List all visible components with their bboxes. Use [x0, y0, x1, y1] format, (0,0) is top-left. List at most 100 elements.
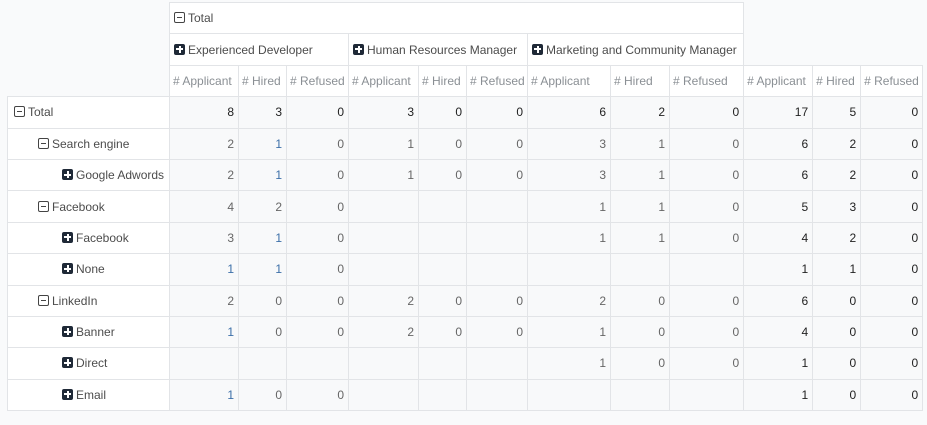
- value-cell[interactable]: 0: [418, 96, 467, 129]
- measure-header[interactable]: # Hired: [610, 64, 670, 98]
- value-cell[interactable]: [418, 190, 467, 223]
- value-cell[interactable]: 0: [668, 347, 745, 380]
- value-cell[interactable]: 2: [169, 284, 239, 317]
- measure-header[interactable]: # Applicant: [348, 64, 419, 98]
- row-header[interactable]: Facebook: [7, 221, 170, 255]
- value-cell[interactable]: [418, 221, 467, 255]
- value-cell[interactable]: [348, 347, 419, 380]
- value-cell[interactable]: [466, 347, 528, 380]
- row-header[interactable]: Google Adwords: [7, 158, 170, 192]
- value-cell[interactable]: 1: [348, 158, 419, 192]
- value-cell[interactable]: 0: [466, 127, 528, 160]
- value-cell[interactable]: 0: [418, 127, 467, 160]
- value-cell[interactable]: [527, 378, 611, 412]
- value-cell[interactable]: 2: [812, 127, 862, 160]
- value-cell[interactable]: [348, 221, 419, 255]
- row-header[interactable]: Total: [7, 96, 170, 129]
- measure-header[interactable]: # Refused: [466, 64, 528, 98]
- value-cell[interactable]: 0: [418, 158, 467, 192]
- value-cell[interactable]: 0: [610, 315, 670, 349]
- value-cell[interactable]: 1: [348, 127, 419, 160]
- value-cell[interactable]: 6: [527, 96, 611, 129]
- value-cell[interactable]: 8: [169, 96, 239, 129]
- value-cell[interactable]: [466, 253, 528, 286]
- value-cell[interactable]: 1: [238, 127, 287, 160]
- value-cell[interactable]: 2: [812, 221, 862, 255]
- value-cell[interactable]: 1: [743, 253, 814, 286]
- row-header[interactable]: LinkedIn: [7, 284, 170, 317]
- value-cell[interactable]: 4: [743, 315, 814, 349]
- value-cell[interactable]: 5: [812, 96, 862, 129]
- column-header-total[interactable]: Total: [168, 1, 745, 35]
- value-cell[interactable]: 2: [348, 315, 419, 349]
- value-cell[interactable]: 2: [238, 190, 287, 223]
- value-cell[interactable]: [610, 253, 670, 286]
- value-cell[interactable]: 0: [668, 315, 745, 349]
- value-cell[interactable]: 0: [668, 221, 745, 255]
- value-cell[interactable]: 0: [238, 315, 287, 349]
- value-cell[interactable]: 0: [286, 96, 349, 129]
- value-cell[interactable]: 0: [812, 284, 862, 317]
- value-cell[interactable]: 0: [610, 284, 670, 317]
- row-header[interactable]: Facebook: [7, 190, 170, 223]
- value-cell[interactable]: 0: [812, 347, 862, 380]
- value-cell[interactable]: 0: [860, 315, 924, 349]
- value-cell[interactable]: 0: [466, 96, 528, 129]
- value-cell[interactable]: 0: [286, 221, 349, 255]
- value-cell[interactable]: 0: [286, 158, 349, 192]
- value-cell[interactable]: 2: [169, 158, 239, 192]
- value-cell[interactable]: 5: [743, 190, 814, 223]
- value-cell[interactable]: 2: [348, 284, 419, 317]
- measure-header[interactable]: # Applicant: [743, 64, 814, 98]
- value-cell[interactable]: 0: [860, 96, 924, 129]
- row-header[interactable]: Email: [7, 378, 170, 412]
- measure-header[interactable]: # Applicant: [527, 64, 611, 98]
- value-cell[interactable]: 0: [860, 127, 924, 160]
- row-header[interactable]: Banner: [7, 315, 170, 349]
- row-header[interactable]: Search engine: [7, 127, 170, 160]
- value-cell[interactable]: 0: [238, 378, 287, 412]
- value-cell[interactable]: 0: [286, 253, 349, 286]
- value-cell[interactable]: 3: [527, 127, 611, 160]
- value-cell[interactable]: [348, 378, 419, 412]
- value-cell[interactable]: 0: [418, 315, 467, 349]
- value-cell[interactable]: 0: [860, 221, 924, 255]
- value-cell[interactable]: 1: [238, 253, 287, 286]
- value-cell[interactable]: 6: [743, 158, 814, 192]
- value-cell[interactable]: 2: [527, 284, 611, 317]
- measure-header[interactable]: # Applicant: [169, 64, 239, 98]
- measure-header[interactable]: # Hired: [812, 64, 862, 98]
- value-cell[interactable]: 0: [418, 284, 467, 317]
- row-header[interactable]: None: [7, 253, 170, 286]
- value-cell[interactable]: 3: [238, 96, 287, 129]
- value-cell[interactable]: 17: [743, 96, 814, 129]
- measure-header[interactable]: # Hired: [238, 64, 287, 98]
- value-cell[interactable]: [286, 347, 349, 380]
- value-cell[interactable]: 0: [466, 158, 528, 192]
- column-header-group[interactable]: Experienced Developer: [169, 33, 349, 66]
- value-cell[interactable]: 3: [348, 96, 419, 129]
- value-cell[interactable]: [466, 221, 528, 255]
- value-cell[interactable]: 0: [668, 96, 745, 129]
- value-cell[interactable]: 0: [812, 315, 862, 349]
- value-cell[interactable]: 1: [610, 127, 670, 160]
- value-cell[interactable]: 1: [610, 221, 670, 255]
- measure-header[interactable]: # Refused: [668, 64, 745, 98]
- value-cell[interactable]: 1: [527, 315, 611, 349]
- value-cell[interactable]: 0: [860, 158, 924, 192]
- measure-header[interactable]: # Refused: [860, 64, 924, 98]
- value-cell[interactable]: 0: [860, 284, 924, 317]
- value-cell[interactable]: 0: [286, 284, 349, 317]
- value-cell[interactable]: 6: [743, 284, 814, 317]
- column-header-group[interactable]: Marketing and Community Manager: [526, 33, 745, 66]
- value-cell[interactable]: [668, 253, 745, 286]
- value-cell[interactable]: 4: [169, 190, 239, 223]
- value-cell[interactable]: [610, 378, 670, 412]
- value-cell[interactable]: 2: [812, 158, 862, 192]
- value-cell[interactable]: [466, 378, 528, 412]
- value-cell[interactable]: 1: [743, 378, 814, 412]
- value-cell[interactable]: 0: [286, 190, 349, 223]
- value-cell[interactable]: [238, 347, 287, 380]
- value-cell[interactable]: 1: [527, 190, 611, 223]
- value-cell[interactable]: 4: [743, 221, 814, 255]
